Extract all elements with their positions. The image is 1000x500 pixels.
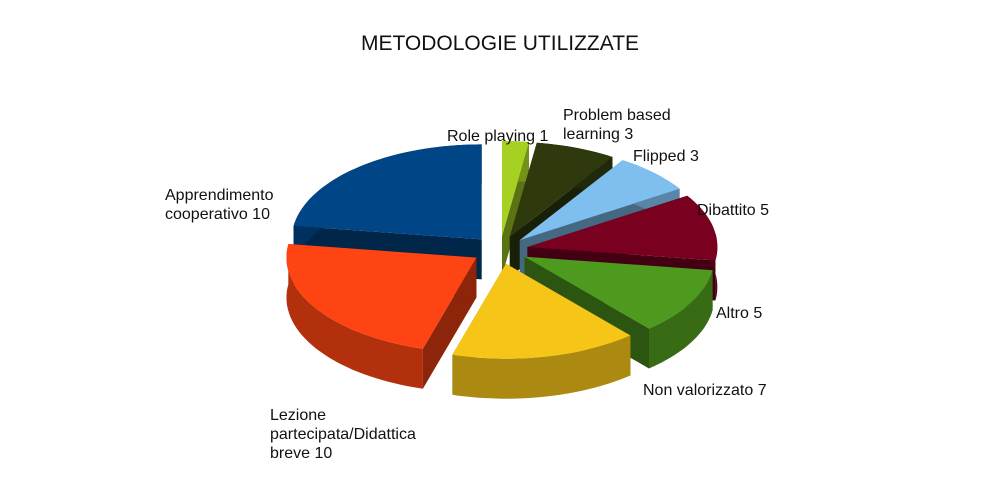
data-label: Role playing 1 bbox=[447, 127, 647, 146]
label-value: 10 bbox=[252, 206, 270, 223]
data-label: Non valorizzato 7 bbox=[643, 381, 893, 400]
label-name: Lezione partecipata/Didattica breve bbox=[270, 407, 416, 462]
data-label: Apprendimento cooperativo 10 bbox=[165, 186, 315, 224]
slice-wall bbox=[452, 335, 631, 399]
label-name: Role playing bbox=[447, 128, 536, 145]
label-name: Altro bbox=[716, 305, 749, 322]
label-value: 10 bbox=[314, 445, 333, 462]
label-name: Flipped bbox=[633, 148, 686, 165]
label-value: 1 bbox=[539, 128, 549, 145]
label-value: 5 bbox=[753, 305, 763, 322]
slice bbox=[452, 263, 631, 359]
data-label: Flipped 3 bbox=[633, 147, 783, 166]
label-name: Dibattito bbox=[697, 202, 756, 219]
label-value: 5 bbox=[760, 202, 770, 219]
slice bbox=[509, 142, 613, 237]
label-value: 3 bbox=[689, 148, 699, 165]
slice bbox=[527, 195, 718, 261]
label-name: Non valorizzato bbox=[643, 382, 754, 399]
label-value: 7 bbox=[757, 382, 767, 399]
slice-wall bbox=[649, 270, 713, 369]
data-label: Problem based learning 3 bbox=[563, 106, 713, 144]
data-label: Lezione partecipata/Didattica breve 10 bbox=[270, 406, 455, 463]
slice bbox=[286, 244, 477, 349]
data-label: Dibattito 5 bbox=[697, 201, 847, 220]
slice bbox=[519, 160, 680, 241]
label-value: 3 bbox=[624, 126, 634, 143]
chart-title: METODOLOGIE UTILIZZATE bbox=[360, 32, 640, 55]
slice bbox=[524, 256, 713, 329]
slice bbox=[502, 141, 529, 236]
label-name: Problem based learning bbox=[563, 107, 671, 143]
slice-wall bbox=[286, 244, 423, 389]
data-label: Altro 5 bbox=[716, 304, 866, 323]
slice bbox=[293, 144, 482, 240]
label-name: Apprendimento cooperativo bbox=[165, 187, 274, 223]
